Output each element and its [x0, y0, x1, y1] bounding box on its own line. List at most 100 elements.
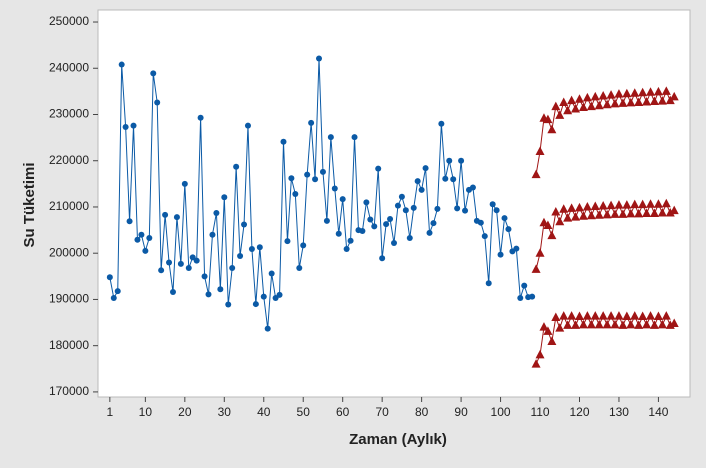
- point: [158, 267, 165, 274]
- point: [571, 320, 581, 329]
- point: [606, 311, 616, 320]
- point: [489, 201, 496, 208]
- point: [347, 237, 354, 244]
- point: [288, 175, 295, 182]
- point: [280, 138, 287, 145]
- series-line: [109, 58, 533, 329]
- point: [642, 97, 652, 106]
- point: [642, 319, 652, 329]
- point: [661, 311, 671, 320]
- point: [590, 91, 600, 101]
- point: [571, 212, 581, 221]
- point: [563, 320, 573, 329]
- point: [185, 265, 192, 271]
- point: [394, 202, 401, 209]
- point: [244, 122, 251, 129]
- point: [201, 273, 208, 280]
- point: [578, 211, 588, 220]
- point: [606, 90, 616, 99]
- point: [582, 92, 592, 102]
- point: [657, 96, 667, 105]
- point: [559, 97, 569, 106]
- point: [618, 98, 628, 107]
- point: [193, 257, 200, 264]
- point: [225, 301, 232, 308]
- point: [642, 208, 652, 217]
- point: [535, 248, 545, 257]
- point: [626, 97, 636, 107]
- point: [630, 199, 640, 209]
- point: [646, 199, 656, 208]
- x-tick-label: 60: [336, 405, 350, 419]
- point: [402, 207, 409, 214]
- point: [134, 236, 141, 243]
- point: [567, 95, 577, 105]
- point: [221, 194, 228, 201]
- point: [130, 122, 137, 129]
- point: [547, 336, 557, 346]
- point: [582, 311, 592, 320]
- x-tick-label: 10: [139, 405, 153, 419]
- point: [551, 207, 561, 216]
- point: [586, 101, 596, 111]
- point: [312, 176, 319, 183]
- point: [359, 228, 366, 235]
- point: [118, 61, 125, 68]
- point: [268, 270, 275, 277]
- point: [567, 311, 577, 320]
- point: [150, 70, 157, 77]
- y-tick-label: 200000: [49, 245, 89, 259]
- point: [602, 209, 612, 219]
- point: [547, 124, 557, 134]
- point: [606, 200, 616, 210]
- point: [331, 185, 338, 192]
- point: [571, 103, 581, 113]
- point: [343, 246, 350, 253]
- point: [335, 230, 342, 237]
- point: [574, 202, 584, 212]
- point: [146, 234, 153, 241]
- point: [284, 238, 291, 245]
- point: [622, 88, 632, 98]
- point: [622, 200, 632, 209]
- point: [233, 163, 240, 170]
- x-tick-label: 130: [609, 405, 629, 419]
- point: [547, 230, 557, 240]
- x-tick-label: 1: [106, 405, 113, 419]
- point: [598, 201, 608, 210]
- point: [582, 201, 592, 211]
- y-axis-title: Su Tüketimi: [21, 162, 38, 247]
- point: [669, 91, 679, 101]
- y-tick-label: 230000: [49, 107, 89, 121]
- point: [594, 100, 604, 110]
- point: [551, 312, 561, 321]
- point: [485, 280, 492, 287]
- point: [292, 191, 299, 198]
- point: [138, 231, 145, 238]
- point: [551, 101, 561, 111]
- point: [122, 123, 129, 130]
- point: [319, 168, 326, 175]
- point: [169, 289, 176, 296]
- x-tick-label: 40: [257, 405, 271, 419]
- point: [543, 114, 553, 124]
- point: [649, 96, 659, 106]
- point: [638, 311, 648, 321]
- point: [237, 252, 244, 259]
- point: [110, 295, 117, 302]
- point: [610, 209, 620, 218]
- point: [217, 286, 224, 293]
- point: [543, 326, 553, 335]
- point: [531, 264, 541, 273]
- plot-area: [97, 9, 691, 398]
- point: [241, 221, 248, 228]
- y-tick-label: 240000: [49, 60, 89, 74]
- point: [578, 319, 588, 329]
- point: [578, 102, 588, 112]
- point: [594, 210, 604, 219]
- y-tick-label: 250000: [49, 14, 89, 28]
- point: [521, 282, 528, 289]
- x-tick-label: 120: [569, 405, 589, 419]
- point: [634, 97, 644, 106]
